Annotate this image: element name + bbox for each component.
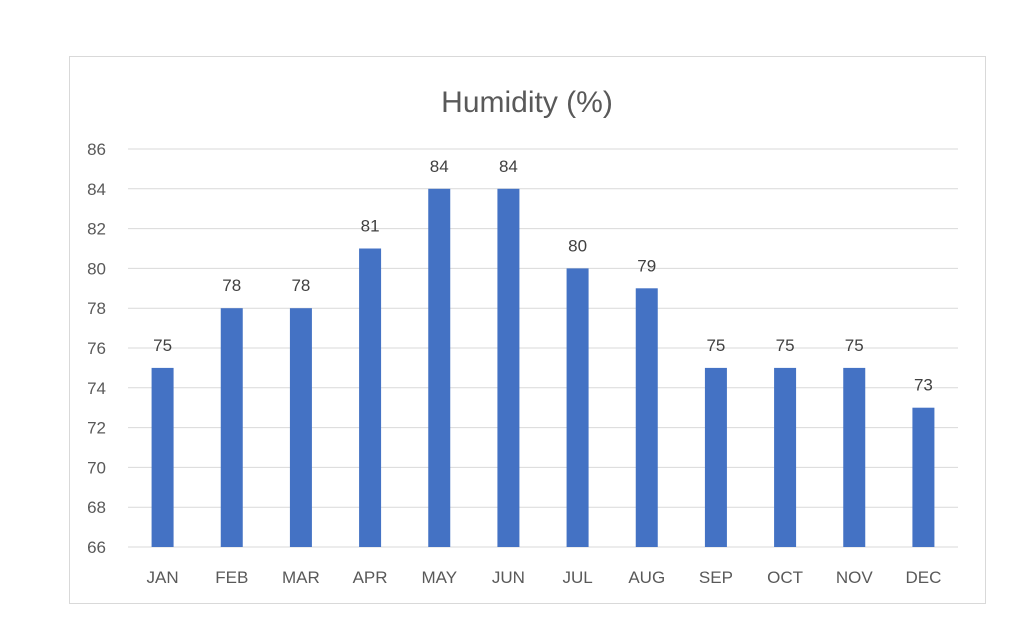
- bar-jan: [151, 367, 174, 547]
- bar-aug: [635, 288, 658, 547]
- y-tick-label: 76: [87, 339, 106, 358]
- y-tick-label: 82: [87, 220, 106, 239]
- bar-mar: [289, 308, 312, 547]
- y-axis-ticks: 66 68 70 72 74 76 78 80 82 84 86: [87, 140, 106, 557]
- y-tick-label: 74: [87, 379, 106, 398]
- bar-oct: [774, 367, 797, 547]
- x-tick-label-jul: JUL: [562, 568, 592, 587]
- y-tick-label: 68: [87, 498, 106, 517]
- x-tick-label-dec: DEC: [905, 568, 941, 587]
- y-tick-label: 72: [87, 419, 106, 438]
- data-label-jul: 80: [568, 236, 587, 255]
- x-tick-label-mar: MAR: [282, 568, 320, 587]
- data-label-nov: 75: [845, 336, 864, 355]
- x-axis-ticks: JAN FEB MAR APR MAY JUN JUL AUG SEP OCT NOV DEC: [147, 568, 942, 587]
- x-tick-label-sep: SEP: [699, 568, 733, 587]
- bars: [151, 188, 935, 548]
- chart-frame: Humidity (%) 66 68 70 72 74 76 78 80 82 84 86 75 78…: [69, 56, 986, 604]
- data-label-oct: 75: [776, 336, 795, 355]
- data-label-may: 84: [430, 157, 449, 176]
- bar-may: [428, 188, 451, 548]
- y-tick-label: 78: [87, 299, 106, 318]
- data-label-jun: 84: [499, 157, 518, 176]
- y-tick-label: 66: [87, 538, 106, 557]
- y-tick-label: 70: [87, 458, 106, 477]
- x-tick-label-feb: FEB: [215, 568, 248, 587]
- x-tick-label-oct: OCT: [767, 568, 803, 587]
- bar-sep: [704, 367, 727, 547]
- data-label-feb: 78: [222, 276, 241, 295]
- y-tick-label: 80: [87, 259, 106, 278]
- data-label-jan: 75: [153, 336, 172, 355]
- bar-nov: [843, 367, 866, 547]
- y-tick-label: 86: [87, 140, 106, 159]
- bar-feb: [220, 308, 243, 547]
- data-label-sep: 75: [706, 336, 725, 355]
- x-tick-label-aug: AUG: [628, 568, 665, 587]
- x-tick-label-jan: JAN: [147, 568, 179, 587]
- x-tick-label-jun: JUN: [492, 568, 525, 587]
- data-label-mar: 78: [291, 276, 310, 295]
- bar-jul: [566, 268, 589, 547]
- data-label-aug: 79: [637, 256, 656, 275]
- chart-title: Humidity (%): [441, 86, 613, 119]
- gridlines: [128, 148, 958, 548]
- data-labels: 75 78 78 81 84 84 80 79 75 75 75 73: [153, 157, 933, 395]
- x-tick-label-apr: APR: [353, 568, 388, 587]
- y-tick-label: 84: [87, 180, 106, 199]
- x-tick-label-nov: NOV: [836, 568, 874, 587]
- bar-dec: [912, 407, 935, 547]
- x-tick-label-may: MAY: [421, 568, 457, 587]
- bar-apr: [359, 248, 382, 547]
- data-label-apr: 81: [361, 217, 380, 236]
- data-label-dec: 73: [914, 376, 933, 395]
- bar-jun: [497, 188, 520, 548]
